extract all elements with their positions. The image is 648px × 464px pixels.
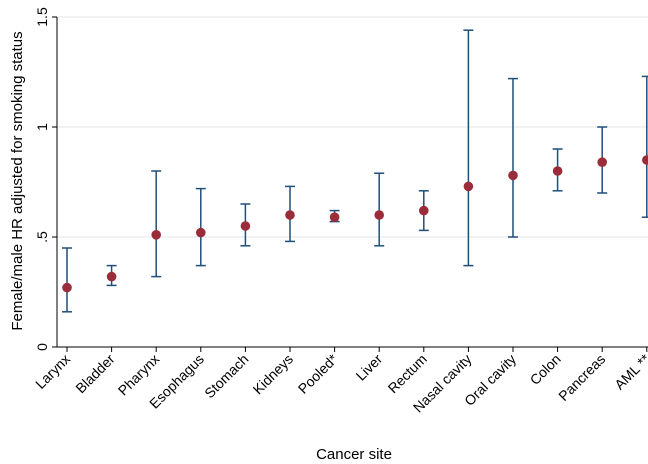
x-ticks: Larynx BladderPharynxEsophagusStomachKidn…: [32, 347, 648, 415]
y-tick-label: 1: [34, 123, 50, 131]
x-tick-label: Kidneys: [250, 351, 297, 398]
data-point: [285, 210, 295, 220]
data-point: [62, 282, 72, 293]
data-point: [106, 271, 117, 282]
data-points: [62, 155, 648, 293]
x-tick-label: Stomach: [201, 351, 251, 401]
x-tick-label: Larynx: [32, 351, 73, 392]
x-tick-label: Pooled*: [295, 350, 341, 396]
data-point: [463, 181, 474, 192]
data-point: [151, 230, 161, 240]
data-point: [552, 166, 563, 176]
error-bar: [151, 170, 162, 278]
x-tick-label: Rectum: [385, 351, 430, 396]
x-axis-title: Cancer site: [316, 446, 392, 463]
data-point: [374, 210, 385, 220]
x-tick-label: Bladder: [72, 351, 118, 397]
data-point: [196, 227, 206, 238]
error-bar: [641, 75, 648, 218]
x-tick-label: Colon: [527, 351, 564, 388]
y-tick-label: 0: [34, 343, 50, 351]
error-bar: [463, 29, 474, 267]
x-tick-label: Pancreas: [555, 351, 608, 404]
y-axis-title: Female/male HR adjusted for smoking stat…: [9, 31, 26, 330]
y-tick-label: .5: [34, 231, 50, 243]
data-point: [642, 155, 648, 165]
x-tick-label: Liver: [353, 351, 386, 384]
error-bar: [508, 77, 518, 238]
data-point: [597, 157, 607, 167]
error-bar: [195, 187, 206, 267]
error-bar: [374, 172, 385, 247]
data-point: [240, 221, 251, 231]
x-tick-label: AML **: [611, 350, 648, 392]
gridlines: [57, 16, 648, 238]
data-point: [329, 212, 340, 222]
data-point: [508, 170, 518, 181]
data-point: [419, 205, 429, 216]
y-ticks: 0 .5 1 1.5: [34, 7, 57, 351]
error-bar: [62, 247, 72, 313]
y-tick-label: 1.5: [34, 7, 50, 27]
